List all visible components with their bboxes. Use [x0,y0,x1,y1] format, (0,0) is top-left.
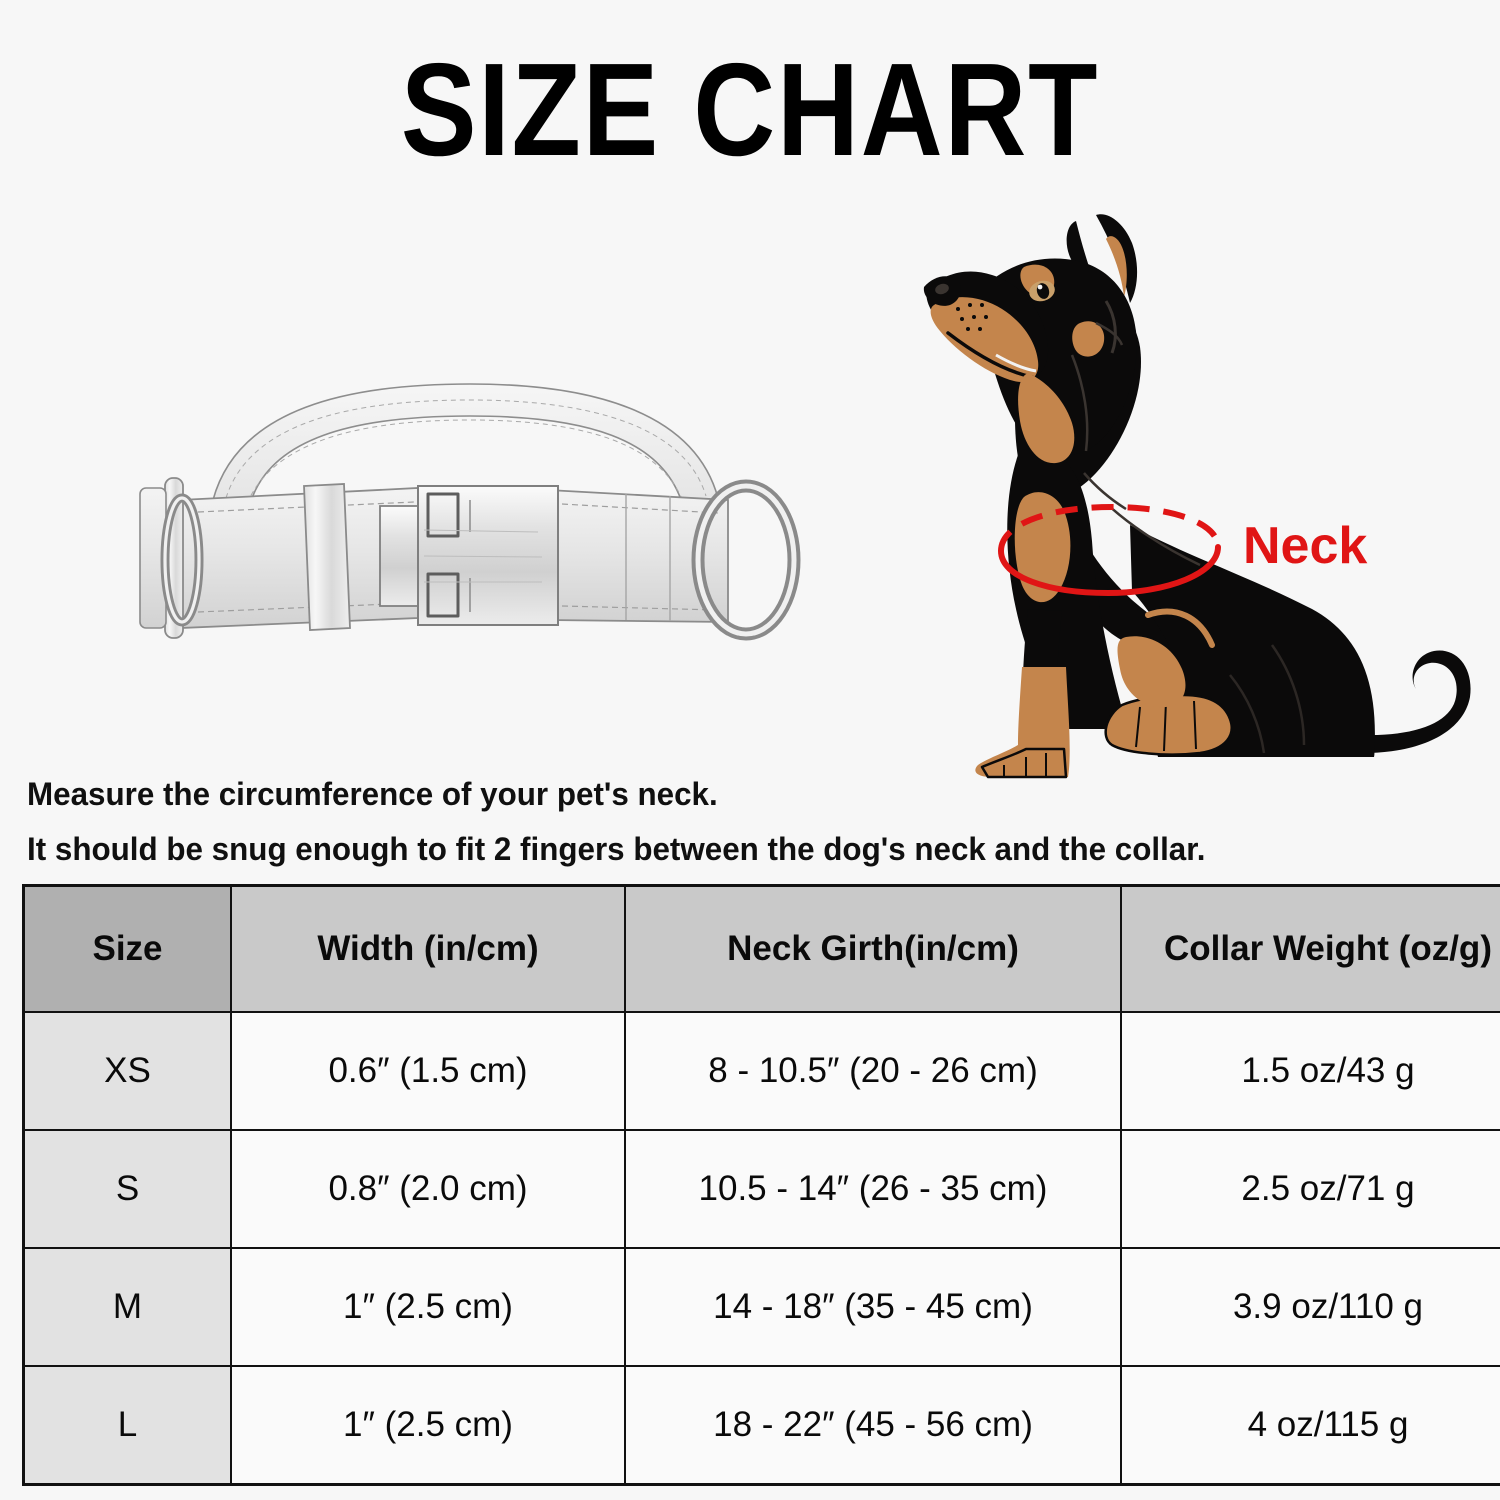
size-chart-table: Size Width (in/cm) Neck Girth(in/cm) Col… [22,884,1500,1486]
table-row: L 1″ (2.5 cm) 18 - 22″ (45 - 56 cm) 4 oz… [22,1365,1500,1486]
neck-measure-ring-icon [998,503,1221,597]
dog-measurement-diagram: Neck [900,205,1480,795]
neck-label: Neck [1243,517,1367,575]
cell-neck-girth: 18 - 22″ (45 - 56 cm) [624,1365,1122,1486]
table-header-row: Size Width (in/cm) Neck Girth(in/cm) Col… [22,884,1500,1013]
cell-width: 0.6″ (1.5 cm) [230,1011,626,1131]
cell-collar-weight: 3.9 oz/110 g [1120,1247,1500,1367]
dog-head-group [923,214,1138,464]
column-header-width: Width (in/cm) [230,884,626,1013]
keeper-loop-icon [303,483,351,631]
table-row: XS 0.6″ (1.5 cm) 8 - 10.5″ (20 - 26 cm) … [22,1011,1500,1131]
dog-collar-icon [139,383,801,641]
collar-product-image [118,360,818,680]
cell-collar-weight: 2.5 oz/71 g [1120,1129,1500,1249]
left-ring-icon [160,493,204,627]
instruction-line-2: It should be snug enough to fit 2 finger… [27,831,1206,867]
instruction-line-1: Measure the circumference of your pet's … [27,776,718,812]
cell-size: M [22,1247,232,1367]
cell-width: 1″ (2.5 cm) [230,1247,626,1367]
table-row: S 0.8″ (2.0 cm) 10.5 - 14″ (26 - 35 cm) … [22,1129,1500,1249]
cell-neck-girth: 10.5 - 14″ (26 - 35 cm) [624,1129,1122,1249]
cell-size: S [22,1129,232,1249]
cell-neck-girth: 14 - 18″ (35 - 45 cm) [624,1247,1122,1367]
d-ring-icon [691,479,801,641]
cell-width: 0.8″ (2.0 cm) [230,1129,626,1249]
cell-collar-weight: 4 oz/115 g [1120,1365,1500,1486]
buckle-icon [379,485,559,626]
page-title: SIZE CHART [400,36,1100,183]
cell-size: L [22,1365,232,1486]
cell-width: 1″ (2.5 cm) [230,1365,626,1486]
table-row: M 1″ (2.5 cm) 14 - 18″ (35 - 45 cm) 3.9 … [22,1247,1500,1367]
column-header-size: Size [22,884,232,1013]
cell-neck-girth: 8 - 10.5″ (20 - 26 cm) [624,1011,1122,1131]
column-header-neck-girth: Neck Girth(in/cm) [624,884,1122,1013]
sitting-dog-icon: Neck [923,214,1471,779]
column-header-collar-weight: Collar Weight (oz/g) [1120,884,1500,1013]
cell-size: XS [22,1011,232,1131]
cell-collar-weight: 1.5 oz/43 g [1120,1011,1500,1131]
